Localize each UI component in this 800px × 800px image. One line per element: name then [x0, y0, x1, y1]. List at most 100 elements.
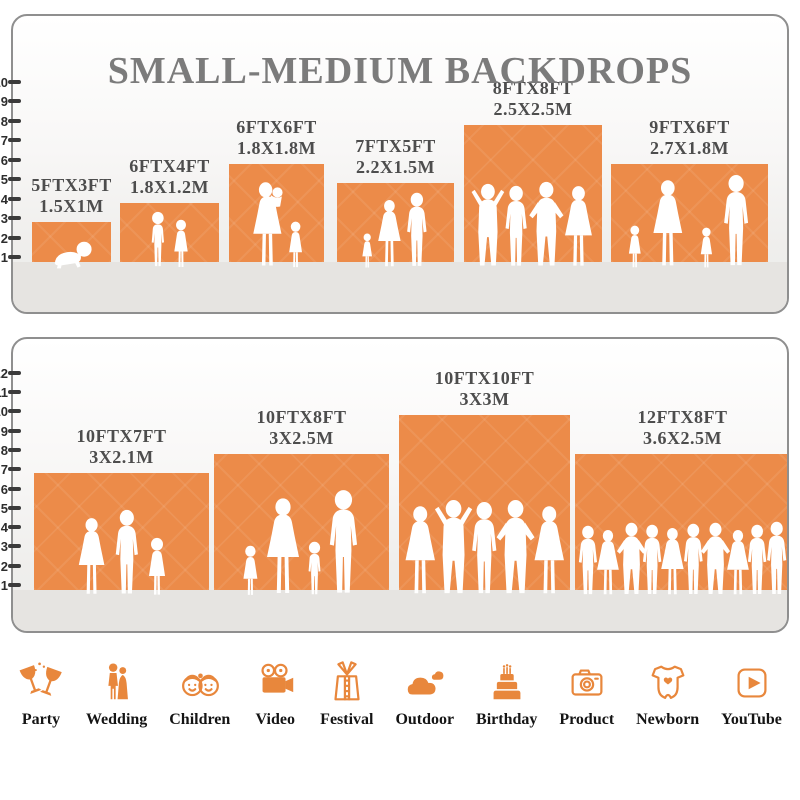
ruler-number: 4: [0, 520, 8, 536]
size-feet-text: 7FTX5FT: [355, 136, 436, 156]
ruler-tick: [8, 196, 21, 201]
backdrop-size-label: 6FTX6FT 1.8X1.8M: [189, 117, 364, 159]
size-feet-text: 12FTX8FT: [637, 406, 728, 427]
ruler-number: 9: [0, 94, 8, 109]
ruler-tick: [8, 216, 21, 220]
children-faces-icon: [177, 660, 223, 706]
category-children: Children: [169, 660, 230, 729]
person-man-silhouette: [407, 192, 427, 266]
backdrop-size-label: 8FTX8FT 2.5X2.5M: [424, 78, 642, 120]
person-woman-baby-silhouette: [252, 182, 283, 266]
backdrop-size-label: 10FTX8FT 3X2.5M: [174, 407, 429, 449]
ruler-tick: [8, 79, 21, 84]
category-label: Wedding: [85, 711, 148, 728]
person-child-silhouette: [308, 541, 321, 595]
floor-shadow-strip: [13, 262, 787, 312]
backdrop-size-label: 7FTX5FT 2.2X1.5M: [297, 136, 494, 178]
person-man-silhouette: [116, 509, 139, 594]
category-outdoor: Outdoor: [395, 660, 454, 729]
person-baby-silhouette: [54, 241, 92, 269]
backdrop-7ftx5ft: [337, 183, 454, 262]
backdrop-6ftx4ft: [120, 202, 219, 262]
person-woman-silhouette: [564, 186, 592, 266]
size-feet-text: 6FTX4FT: [129, 155, 210, 176]
person-woman-silhouette: [266, 498, 299, 593]
ruler-number: 1: [0, 250, 8, 265]
size-feet-text: 10FTX10FT: [434, 368, 535, 389]
backdrop-10ftx8ft: [214, 453, 389, 590]
gift-box-icon: [324, 660, 370, 706]
ruler-number: 12: [0, 365, 8, 381]
size-meters-text: 3X2.5M: [269, 427, 334, 448]
video-camera-icon: [252, 660, 298, 706]
ruler-tick: [8, 409, 21, 414]
ruler-number: 3: [0, 211, 8, 226]
ruler-tick: [8, 583, 21, 587]
ruler-tick: [8, 118, 21, 123]
ruler-number: 9: [0, 423, 8, 439]
person-girl-silhouette: [243, 545, 258, 595]
person-girl-silhouette: [289, 221, 303, 268]
category-label: Product: [559, 711, 615, 728]
ruler-number: 4: [0, 191, 8, 207]
size-feet-text: 10FTX7FT: [76, 426, 167, 447]
size-meters-text: 2.7X1.8M: [650, 137, 729, 158]
ruler-number: 8: [0, 442, 8, 458]
page-title: SMALL-MEDIUM BACKDROPS: [107, 50, 693, 93]
backdrop-5ftx3ft: [32, 222, 111, 262]
ruler-number: 8: [0, 113, 8, 129]
medium-backdrops-panel: 10FTX7FT 3X2.1M 10FTX8FT 3X2.5M 10FTX10FT 3X3…: [11, 337, 789, 633]
ruler-number: 11: [0, 385, 8, 400]
ruler-number: 6: [0, 481, 8, 497]
size-feet-text: 6FTX6FT: [236, 116, 317, 137]
category-label: Video: [255, 711, 295, 728]
ruler-tick: [8, 138, 21, 142]
ruler-tick: [8, 255, 21, 259]
wedding-couple-icon: [94, 660, 140, 706]
size-feet-text: 9FTX6FT: [649, 116, 730, 137]
category-label: Birthday: [476, 711, 538, 728]
backdrop-size-label: 10FTX7FT 3X2.1M: [13, 426, 249, 468]
floor-shadow-strip: [13, 590, 787, 631]
size-meters-text: 1.8X1.2M: [130, 176, 209, 197]
size-feet-text: 10FTX8FT: [256, 406, 347, 427]
ruler-number: 1: [0, 578, 8, 593]
ruler-tick: [8, 370, 21, 375]
category-label: YouTube: [721, 711, 782, 728]
person-girl-silhouette: [148, 537, 165, 595]
ruler-tick: [8, 235, 21, 240]
category-festival: Festival: [320, 660, 374, 729]
category-video: Video: [252, 660, 298, 729]
small-backdrops-panel: 5FTX3FT 1.5X1M 6FTX4FT 1.8X1.2M 6FTX6FT 1.8X1…: [11, 14, 789, 314]
size-meters-text: 3X2.1M: [89, 447, 154, 468]
size-meters-text: 2.5X2.5M: [493, 98, 573, 119]
youtube-play-icon: [729, 660, 775, 706]
backdrop-size-label: 12FTX8FT 3.6X2.5M: [535, 406, 787, 449]
ruler-number: 5: [0, 172, 8, 187]
size-meters-text: 3.6X2.5M: [643, 427, 722, 448]
ruler-number: 3: [0, 539, 8, 555]
clouds-icon: [402, 660, 448, 706]
ruler-tick: [8, 563, 21, 568]
size-feet-text: 5FTX3FT: [31, 175, 112, 195]
backdrop-size-label: 6FTX4FT 1.8X1.2M: [80, 156, 259, 198]
category-label: Festival: [320, 711, 374, 728]
category-row: Party Wedding Children: [18, 660, 782, 729]
size-meters-text: 2.2X1.5M: [356, 157, 435, 177]
person-woman-silhouette: [653, 180, 683, 266]
ruler-tick: [8, 505, 21, 510]
photo-camera-icon: [564, 660, 610, 706]
person-girl-silhouette: [174, 219, 188, 267]
ruler-number: 10: [0, 74, 8, 90]
ruler-tick: [8, 525, 21, 530]
ruler-tick: [8, 447, 21, 452]
person-man-silhouette: [329, 490, 358, 593]
category-label: Children: [169, 711, 231, 728]
ruler-tick: [8, 486, 21, 491]
ruler-number: 7: [0, 462, 8, 478]
ruler-number: 6: [0, 152, 8, 168]
ruler-number: 7: [0, 133, 8, 148]
person-woman-silhouette: [534, 506, 564, 594]
category-newborn: Newborn: [636, 660, 699, 729]
